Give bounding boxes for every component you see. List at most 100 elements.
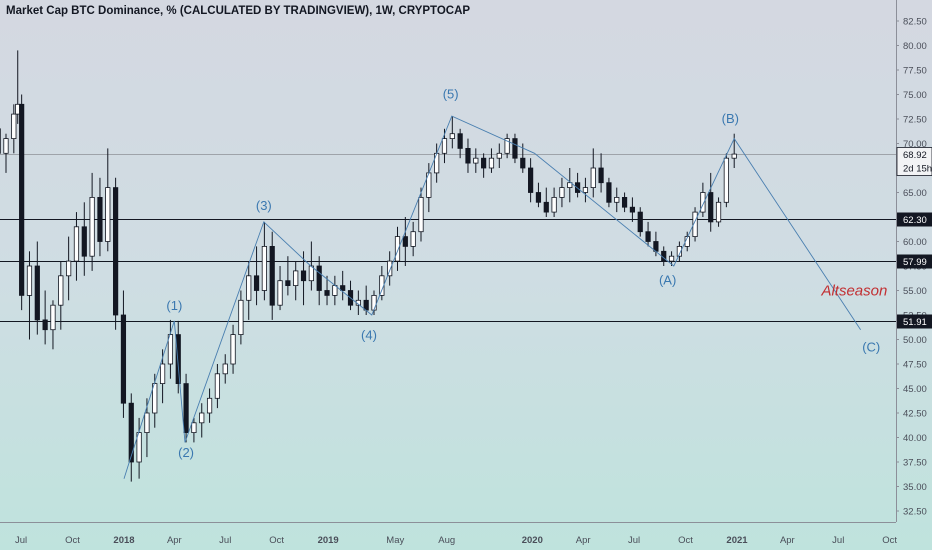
candle-body — [97, 196, 103, 242]
candle-body — [50, 304, 56, 331]
wave-label: (2) — [178, 445, 194, 460]
wave-label: (B) — [722, 111, 739, 126]
candle-body — [371, 294, 377, 311]
time-axis-label: Oct — [269, 535, 284, 546]
candle-body — [676, 245, 682, 257]
candle-body — [700, 192, 706, 213]
candle-body — [293, 270, 299, 286]
candle-body — [488, 157, 495, 169]
candle-body — [457, 133, 463, 149]
candle-body — [621, 196, 628, 208]
wave-label: (1) — [166, 298, 182, 313]
candle-body — [81, 226, 87, 257]
horizontal-level-label: 51.91 — [903, 317, 927, 328]
candle-body — [598, 167, 604, 184]
chart-title: Market Cap BTC Dominance, % (CALCULATED … — [6, 5, 471, 17]
candle-body — [520, 157, 526, 169]
price-axis-label: 32.50 — [903, 507, 927, 518]
candle-body — [42, 319, 48, 331]
candle-body — [731, 153, 737, 159]
horizontal-level-tag — [897, 212, 932, 227]
candle-body — [269, 245, 275, 306]
price-axis-label: 82.50 — [903, 17, 927, 28]
time-axis-label: 2018 — [113, 535, 134, 546]
candle-body — [481, 157, 487, 169]
time-axis-label: Apr — [576, 535, 591, 546]
candle-body — [316, 265, 322, 291]
candle-body — [504, 138, 510, 154]
candle-body — [551, 196, 557, 213]
time-axis-label: Apr — [780, 535, 795, 546]
candle-body — [340, 285, 346, 291]
price-axis-label: 42.50 — [903, 409, 927, 420]
candle-body — [144, 412, 150, 434]
candle-body — [387, 260, 393, 277]
candle-body — [113, 187, 119, 316]
candle-body — [637, 211, 643, 233]
price-axis-label: 60.00 — [903, 237, 927, 248]
time-axis-label: Aug — [438, 535, 455, 546]
price-axis-label: 45.00 — [903, 384, 927, 395]
candle-body — [159, 363, 166, 385]
candle-body — [723, 157, 729, 203]
candle-body — [206, 397, 213, 414]
wave-label: (4) — [361, 328, 377, 343]
horizontal-level-label: 62.30 — [903, 215, 927, 226]
price-axis-label: 75.00 — [903, 90, 927, 101]
candle-body — [418, 196, 424, 233]
time-axis-label: Jul — [832, 535, 844, 546]
candle-body — [363, 299, 369, 311]
time-axis-label: Oct — [882, 535, 897, 546]
wave-label: (A) — [659, 273, 676, 288]
candle-body — [300, 270, 307, 282]
candle-body — [645, 231, 651, 242]
candle-body — [394, 236, 401, 262]
candle-body — [199, 412, 205, 424]
candle-body — [528, 167, 534, 193]
current-price-tag — [896, 147, 932, 176]
elliott-wave-path — [123, 115, 861, 479]
candle-body — [614, 196, 620, 203]
candle-body — [26, 265, 33, 296]
time-axis-label: 2020 — [522, 535, 543, 546]
candle-body — [73, 226, 80, 262]
current-price-label: 68.92 — [903, 150, 927, 161]
horizontal-level-tag — [897, 254, 932, 269]
candle-body — [11, 113, 17, 139]
candle-body — [246, 275, 252, 301]
candle-body — [285, 280, 291, 287]
time-axis-label: Jul — [219, 535, 231, 546]
time-axis-label: 2019 — [318, 535, 339, 546]
candle-body — [214, 373, 221, 399]
candle-body — [261, 245, 267, 291]
wave-label: (C) — [862, 339, 880, 354]
candle-body — [441, 138, 448, 154]
candle-body — [128, 402, 134, 463]
countdown-label: 2d 15h — [903, 164, 932, 175]
price-axis-label: 72.50 — [903, 115, 927, 126]
time-axis-label: May — [386, 535, 404, 546]
candle-body — [105, 187, 111, 242]
price-axis-label: 80.00 — [903, 41, 927, 52]
candle-body — [167, 334, 174, 365]
candle-body — [512, 138, 518, 159]
candle-body — [58, 275, 64, 306]
candle-body — [582, 187, 589, 193]
price-axis-label: 47.50 — [903, 360, 927, 371]
candle-body — [402, 236, 408, 247]
candle-body — [34, 265, 40, 321]
candle-body — [465, 147, 471, 164]
candle-body — [3, 138, 9, 154]
candle-body — [175, 334, 181, 385]
candle-body — [668, 255, 675, 262]
candle-body — [496, 152, 502, 159]
candle-body — [449, 133, 455, 139]
candle-body — [535, 192, 542, 203]
price-axis-label: 37.50 — [903, 458, 927, 469]
candle-body — [410, 231, 416, 247]
candle-body — [692, 211, 698, 238]
candle-body — [19, 103, 25, 296]
